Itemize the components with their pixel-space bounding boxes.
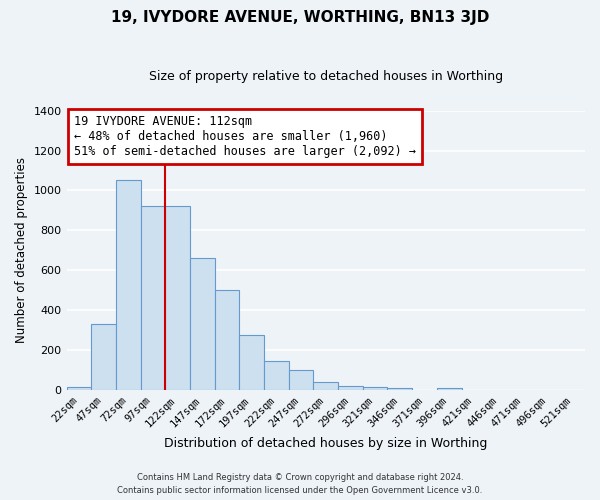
Text: 19, IVYDORE AVENUE, WORTHING, BN13 3JD: 19, IVYDORE AVENUE, WORTHING, BN13 3JD xyxy=(111,10,489,25)
Bar xyxy=(437,388,461,390)
Text: Contains HM Land Registry data © Crown copyright and database right 2024.
Contai: Contains HM Land Registry data © Crown c… xyxy=(118,474,482,495)
Bar xyxy=(313,382,338,390)
Bar xyxy=(116,180,140,390)
Title: Size of property relative to detached houses in Worthing: Size of property relative to detached ho… xyxy=(149,70,503,83)
Y-axis label: Number of detached properties: Number of detached properties xyxy=(15,158,28,344)
Bar xyxy=(140,206,165,390)
Bar xyxy=(289,370,313,390)
Bar xyxy=(264,360,289,390)
Bar xyxy=(338,386,363,390)
Bar xyxy=(67,386,91,390)
Text: 19 IVYDORE AVENUE: 112sqm
← 48% of detached houses are smaller (1,960)
51% of se: 19 IVYDORE AVENUE: 112sqm ← 48% of detac… xyxy=(74,115,416,158)
Bar xyxy=(215,290,239,390)
Bar xyxy=(239,336,264,390)
Bar xyxy=(388,388,412,390)
Bar xyxy=(91,324,116,390)
X-axis label: Distribution of detached houses by size in Worthing: Distribution of detached houses by size … xyxy=(164,437,487,450)
Bar xyxy=(190,258,215,390)
Bar xyxy=(363,386,388,390)
Bar xyxy=(165,206,190,390)
